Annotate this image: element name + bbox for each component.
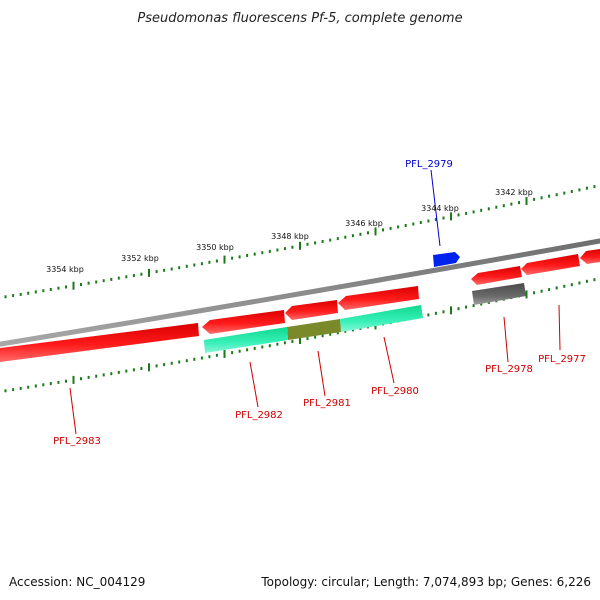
gene-label-pfl-2978[interactable]: PFL_2978 xyxy=(485,364,533,375)
gene-pfl-2978-arrow[interactable] xyxy=(471,266,522,285)
feature-cyan-pfl-2980[interactable] xyxy=(340,305,423,332)
tick-label-3350: 3350 kbp xyxy=(196,243,234,252)
map-title: Pseudomonas fluorescens Pf-5, complete g… xyxy=(137,11,462,26)
accession-text: Accession: NC_004129 xyxy=(9,575,145,589)
gene-pfl-2977-arrow[interactable] xyxy=(521,254,580,275)
tick-label-3354: 3354 kbp xyxy=(46,265,84,274)
gene-pfl-2981-arrow[interactable] xyxy=(285,300,338,320)
tick-label-3346: 3346 kbp xyxy=(345,219,383,228)
gene-label-pfl-2980[interactable]: PFL_2980 xyxy=(371,386,419,397)
gene-pfl-2983-arrow[interactable] xyxy=(0,323,199,362)
genome-backbone xyxy=(0,238,600,347)
tick-label-3348: 3348 kbp xyxy=(271,232,309,241)
leader-pfl-2980 xyxy=(383,336,395,384)
gene-label-pfl-2977[interactable]: PFL_2977 xyxy=(538,354,586,365)
tick-label-3352: 3352 kbp xyxy=(121,254,159,263)
genome-summary-text: Topology: circular; Length: 7,074,893 bp… xyxy=(260,575,591,589)
leader-pfl-2982 xyxy=(249,361,259,408)
gene-label-pfl-2982[interactable]: PFL_2982 xyxy=(235,410,283,421)
feature-olive-pfl-2981[interactable] xyxy=(287,319,341,340)
gene-right-1-arrow[interactable] xyxy=(580,249,600,264)
leader-pfl-2979 xyxy=(430,169,441,247)
tick-label-3344: 3344 kbp xyxy=(421,204,459,213)
gene-pfl-2980-arrow[interactable] xyxy=(338,286,419,310)
gene-label-pfl-2981[interactable]: PFL_2981 xyxy=(303,398,351,409)
leader-pfl-2978 xyxy=(503,316,509,363)
tick-label-3342: 3342 kbp xyxy=(495,188,533,197)
gene-label-pfl-2983[interactable]: PFL_2983 xyxy=(53,436,101,447)
leader-pfl-2977 xyxy=(558,304,561,351)
feature-gray-pfl-2978[interactable] xyxy=(472,283,526,305)
outer-ruler xyxy=(4,185,596,299)
gene-pfl-2979-arrow[interactable] xyxy=(433,252,460,267)
gene-label-pfl-2979[interactable]: PFL_2979 xyxy=(405,159,453,170)
leader-pfl-2981 xyxy=(317,350,326,397)
feature-cyan-pfl-2982[interactable] xyxy=(204,327,288,353)
gene-pfl-2982-arrow[interactable] xyxy=(202,310,285,334)
leader-pfl-2983 xyxy=(69,387,77,435)
